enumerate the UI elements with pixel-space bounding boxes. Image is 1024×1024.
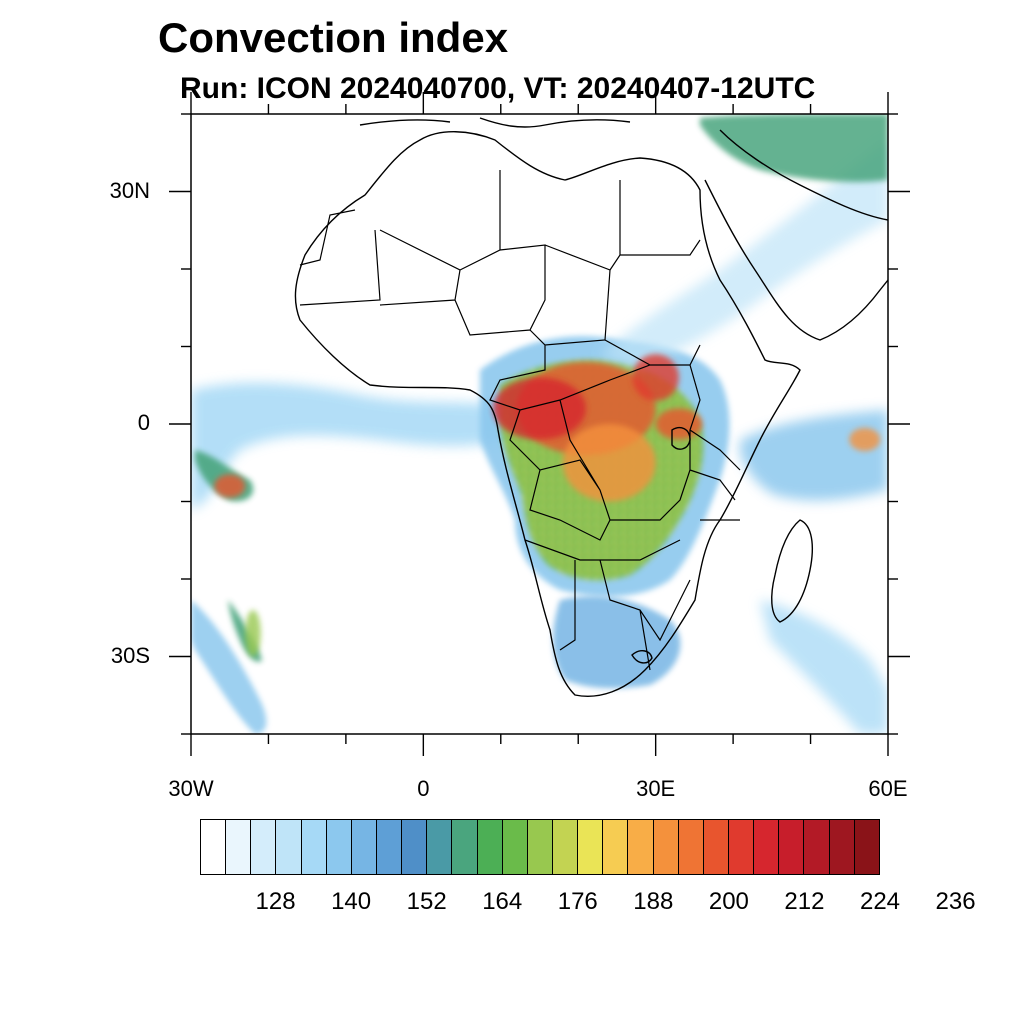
field-top-right xyxy=(700,114,888,182)
colorbar-label: 212 xyxy=(784,888,825,915)
colorbar-cell xyxy=(201,820,227,874)
colorbar-cell xyxy=(326,820,352,874)
x-tick-label: 0 xyxy=(417,776,430,801)
colorbar-cell xyxy=(854,820,879,874)
colorbar-cell xyxy=(402,820,428,874)
colorbar-label: 140 xyxy=(331,888,372,915)
y-tick-label: 0 xyxy=(137,410,150,435)
field-hotspot xyxy=(562,424,656,502)
field-hotspot xyxy=(214,474,246,498)
colorbar-cell xyxy=(251,820,277,874)
colorbar-cell xyxy=(603,820,629,874)
y-tick-label: 30S xyxy=(110,642,150,668)
colorbar-label: 128 xyxy=(255,888,296,915)
colorbar-cell xyxy=(427,820,453,874)
chart-subtitle: Run: ICON 2024040700, VT: 20240407-12UTC xyxy=(180,72,816,105)
x-tick-label: 30E xyxy=(636,776,676,801)
coastlines-borders xyxy=(294,117,888,697)
arabia-coastline xyxy=(704,129,888,341)
colorbar xyxy=(200,819,880,875)
field-hotspot xyxy=(849,427,881,452)
colorbar-label: 152 xyxy=(406,888,447,915)
africa-coastline xyxy=(294,131,801,697)
field-northeast-streak xyxy=(600,140,888,370)
field-southwest-streak xyxy=(191,600,267,734)
colorbar-cell xyxy=(527,820,553,874)
madagascar-coastline xyxy=(771,519,813,623)
colorbar-cell xyxy=(703,820,729,874)
colorbar-label: 164 xyxy=(482,888,523,915)
lake-victoria xyxy=(671,427,691,450)
field-hotspot xyxy=(493,377,586,440)
colorbar-cell xyxy=(376,820,403,874)
lesotho-border xyxy=(631,650,653,664)
colorbar-label: 224 xyxy=(859,888,901,915)
colorbar-cell xyxy=(276,820,302,874)
europe-coastline xyxy=(359,117,631,128)
x-tick-label: 60E xyxy=(868,776,908,801)
colorbar-cell xyxy=(829,820,855,874)
colorbar-cell xyxy=(502,820,528,874)
field-southern-africa xyxy=(553,596,681,689)
field-indian-ocean xyxy=(740,410,888,501)
field-hotspot xyxy=(632,354,679,401)
colorbar-label: 176 xyxy=(557,888,598,915)
colorbar-cell xyxy=(552,820,579,874)
field-hotspot xyxy=(245,610,261,657)
colorbar-cell xyxy=(578,820,604,874)
field-atlantic-band xyxy=(191,382,510,510)
colorbar-cell xyxy=(226,820,252,874)
x-tick-label: 30W xyxy=(168,776,214,801)
axis-ticks xyxy=(169,92,910,756)
field-southeast-streak xyxy=(760,600,888,734)
colorbar-cell xyxy=(653,820,679,874)
country-borders xyxy=(299,170,741,671)
chart-title: Convection index xyxy=(158,14,509,61)
colorbar-label: 236 xyxy=(935,888,976,915)
colorbar-label: 200 xyxy=(708,888,749,915)
colorbar-cell xyxy=(301,820,327,874)
colorbar-cell xyxy=(477,820,503,874)
colorbar-cell xyxy=(779,820,805,874)
colorbar-cell xyxy=(452,820,478,874)
colorbar-cell xyxy=(754,820,780,874)
colorbar-cell xyxy=(351,820,377,874)
colorbar-cell xyxy=(628,820,654,874)
colorbar-label: 188 xyxy=(633,888,674,915)
colorbar-cell xyxy=(728,820,755,874)
colorbar-cell xyxy=(804,820,830,874)
field-hotspots xyxy=(214,354,881,657)
convection-field xyxy=(191,114,888,734)
y-tick-label: 30N xyxy=(109,177,150,203)
colorbar-cell xyxy=(678,820,704,874)
